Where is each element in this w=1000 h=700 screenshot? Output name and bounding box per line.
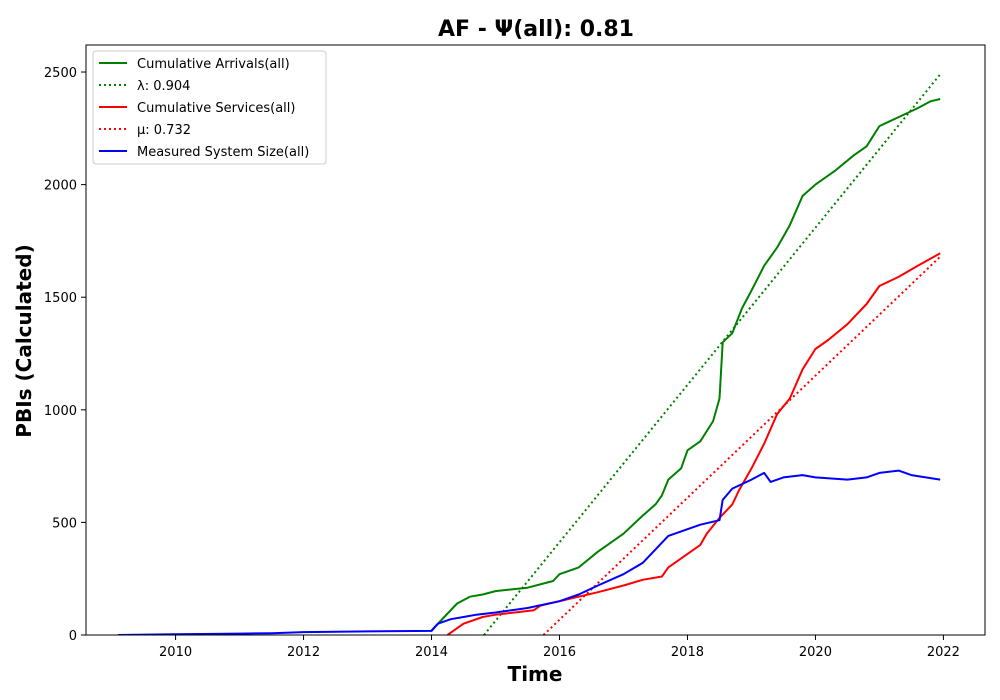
x-tick-label: 2012 bbox=[287, 645, 320, 660]
y-tick-label: 500 bbox=[52, 516, 77, 531]
axis-ticks: 2010 2012 2014 2016 2018 2020 2022 0 500 1000 1500… bbox=[44, 66, 960, 660]
y-tick-label: 2500 bbox=[44, 66, 77, 81]
series-line-3 bbox=[542, 255, 941, 635]
chart-marks bbox=[117, 73, 941, 635]
x-tick-label: 2010 bbox=[159, 645, 192, 660]
legend-label-4: Measured System Size(all) bbox=[137, 145, 309, 160]
series-line-0 bbox=[430, 98, 941, 632]
y-tick-label: 1000 bbox=[44, 404, 77, 419]
x-tick-label: 2016 bbox=[543, 645, 576, 660]
y-tick-label: 1500 bbox=[44, 291, 77, 306]
y-tick-label: 2000 bbox=[44, 179, 77, 194]
series-line-1 bbox=[483, 73, 941, 635]
series-line-4 bbox=[117, 469, 941, 635]
x-tick-label: 2014 bbox=[415, 645, 448, 660]
chart-title: AF - Ψ(all): 0.81 bbox=[438, 17, 634, 42]
legend: Cumulative Arrivals(all) λ: 0.904 Cumulati… bbox=[92, 50, 327, 165]
legend-box bbox=[92, 50, 327, 165]
x-tick-label: 2022 bbox=[927, 645, 960, 660]
legend-label-0: Cumulative Arrivals(all) bbox=[137, 57, 290, 72]
x-axis-label: Time bbox=[508, 662, 563, 686]
y-axis-label: PBIs (Calculated) bbox=[12, 244, 36, 437]
x-tick-label: 2020 bbox=[799, 645, 832, 660]
legend-label-1: λ: 0.904 bbox=[137, 79, 190, 94]
y-tick-label: 0 bbox=[69, 629, 77, 644]
series-line-2 bbox=[446, 252, 941, 635]
x-tick-label: 2018 bbox=[671, 645, 704, 660]
legend-label-3: μ: 0.732 bbox=[137, 123, 191, 138]
legend-label-2: Cumulative Services(all) bbox=[137, 101, 295, 116]
plot-frame bbox=[85, 44, 986, 636]
